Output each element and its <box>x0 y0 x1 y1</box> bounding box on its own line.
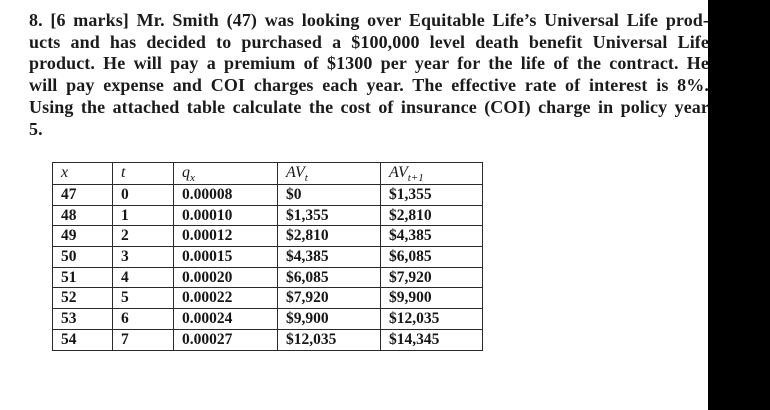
table-cell: $2,810 <box>277 225 381 248</box>
table-cell: 0.00008 <box>173 184 278 206</box>
table-cell: 0.00020 <box>173 266 278 289</box>
table-cell: 0.00015 <box>173 246 278 268</box>
problem-line: will pay expense and COI charges each ye… <box>29 75 709 96</box>
table-cell: 0.00022 <box>173 287 278 310</box>
column-header-qx: qx <box>173 162 278 185</box>
table-cell: 0.00024 <box>173 308 278 330</box>
problem-line: product. He will pay a premium of $1300 … <box>29 53 709 74</box>
table-cell: $6,085 <box>277 266 381 289</box>
table-row: 50 3 0.00015 $4,385 $6,085 <box>52 246 483 268</box>
table-cell: $14,345 <box>380 328 483 351</box>
table-cell: 7 <box>112 328 174 351</box>
column-header-avt1: AVt+1 <box>380 162 483 185</box>
table-cell: $4,385 <box>380 225 483 248</box>
table-cell: 53 <box>52 308 113 330</box>
table-cell: 54 <box>52 328 113 351</box>
problem-line: Using the attached table calculate the c… <box>29 96 709 117</box>
table-cell: 0.00010 <box>173 204 278 227</box>
table-cell: 4 <box>112 266 174 289</box>
table-row: 51 4 0.00020 $6,085 $7,920 <box>52 266 483 289</box>
problem-line: 5. <box>29 118 43 139</box>
table-cell: 48 <box>52 204 113 227</box>
redaction-bar <box>708 0 770 410</box>
table-cell: 6 <box>112 308 174 330</box>
table-cell: $7,920 <box>277 287 381 310</box>
problem-statement: 8. [6 marks] Mr. Smith (47) was looking … <box>29 10 709 140</box>
table-cell: $6,085 <box>380 246 483 268</box>
table-cell: 0 <box>112 184 174 206</box>
table-cell: 0.00012 <box>173 225 278 248</box>
table-cell: $12,035 <box>380 308 483 330</box>
table-cell: $4,385 <box>277 246 381 268</box>
table-row: 49 2 0.00012 $2,810 $4,385 <box>52 225 483 248</box>
table-cell: $1,355 <box>380 184 483 206</box>
table-cell: 52 <box>52 287 113 310</box>
table-cell: $7,920 <box>380 266 483 289</box>
table-cell: $1,355 <box>277 204 381 227</box>
table-cell: 0.00027 <box>173 328 278 351</box>
problem-line: 8. [6 marks] Mr. Smith (47) was looking … <box>29 10 709 30</box>
table-header-row: x t qx AVt AVt+1 <box>52 162 483 185</box>
table-cell: 50 <box>52 246 113 268</box>
table-row: 52 5 0.00022 $7,920 $9,900 <box>52 287 483 310</box>
table-row: 48 1 0.00010 $1,355 $2,810 <box>52 204 483 227</box>
table-row: 54 7 0.00027 $12,035 $14,345 <box>52 328 483 351</box>
table-body: 47 0 0.00008 $0 $1,355 48 1 0.00010 $1,355 $2,810… <box>52 184 483 351</box>
table-cell: $9,900 <box>380 287 483 310</box>
column-header-x: x <box>52 162 113 185</box>
table-cell: 2 <box>112 225 174 248</box>
table-row: 47 0 0.00008 $0 $1,355 <box>52 184 483 206</box>
insurance-values-table: x t qx AVt AVt+1 47 0 0.00008 $0 $1,355 48 1 0.… <box>52 162 483 351</box>
table-cell: 47 <box>52 184 113 206</box>
table-cell: $0 <box>277 184 381 206</box>
column-header-avt: AVt <box>277 162 381 185</box>
table-cell: 5 <box>112 287 174 310</box>
table-cell: 1 <box>112 204 174 227</box>
table-cell: $12,035 <box>277 328 381 351</box>
table-row: 53 6 0.00024 $9,900 $12,035 <box>52 308 483 330</box>
table-cell: 49 <box>52 225 113 248</box>
problem-line: ucts and has decided to purchased a $100… <box>29 31 709 52</box>
table-cell: $2,810 <box>380 204 483 227</box>
column-header-t: t <box>112 162 174 185</box>
table-cell: 51 <box>52 266 113 289</box>
table-cell: $9,900 <box>277 308 381 330</box>
table-cell: 3 <box>112 246 174 268</box>
